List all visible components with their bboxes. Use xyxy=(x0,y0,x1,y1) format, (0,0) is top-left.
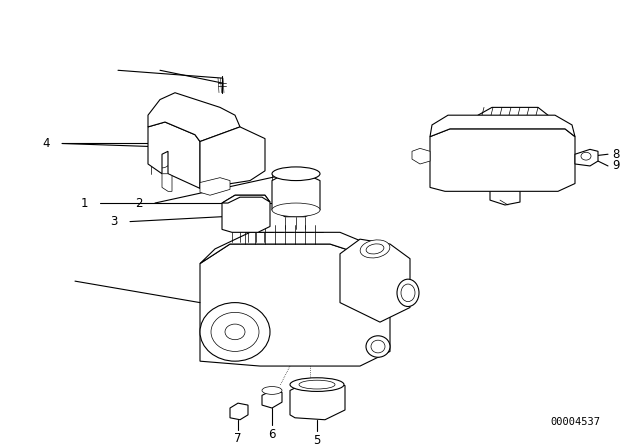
Ellipse shape xyxy=(366,336,390,357)
Ellipse shape xyxy=(225,324,245,340)
Ellipse shape xyxy=(360,240,390,258)
Polygon shape xyxy=(200,244,390,366)
Text: 2: 2 xyxy=(136,197,143,210)
Text: 1: 1 xyxy=(81,197,88,210)
Text: 3: 3 xyxy=(111,215,118,228)
Ellipse shape xyxy=(272,167,320,181)
Polygon shape xyxy=(290,381,345,420)
Ellipse shape xyxy=(272,203,320,217)
Text: 9: 9 xyxy=(612,159,620,172)
Polygon shape xyxy=(222,195,270,233)
Polygon shape xyxy=(200,233,390,263)
Polygon shape xyxy=(430,115,575,137)
Ellipse shape xyxy=(211,312,259,351)
Polygon shape xyxy=(148,122,200,189)
Ellipse shape xyxy=(401,284,415,302)
Text: 6: 6 xyxy=(268,427,276,440)
Ellipse shape xyxy=(290,378,344,392)
Ellipse shape xyxy=(366,244,384,254)
Ellipse shape xyxy=(299,380,335,389)
Polygon shape xyxy=(575,149,598,166)
Text: 8: 8 xyxy=(612,148,620,161)
Polygon shape xyxy=(340,239,410,322)
Ellipse shape xyxy=(262,387,282,394)
Polygon shape xyxy=(430,129,575,191)
Polygon shape xyxy=(272,174,320,217)
Polygon shape xyxy=(148,93,240,142)
Polygon shape xyxy=(262,391,282,408)
Text: 4: 4 xyxy=(42,137,50,150)
Polygon shape xyxy=(200,178,230,195)
Polygon shape xyxy=(222,195,270,203)
Text: 00004537: 00004537 xyxy=(550,417,600,426)
Ellipse shape xyxy=(581,152,591,160)
Ellipse shape xyxy=(397,279,419,306)
Text: 5: 5 xyxy=(314,435,321,448)
Ellipse shape xyxy=(371,340,385,353)
Text: 7: 7 xyxy=(234,432,242,445)
Polygon shape xyxy=(230,403,248,420)
Polygon shape xyxy=(162,174,172,191)
Polygon shape xyxy=(200,127,265,189)
Polygon shape xyxy=(412,148,430,164)
Ellipse shape xyxy=(200,302,270,361)
